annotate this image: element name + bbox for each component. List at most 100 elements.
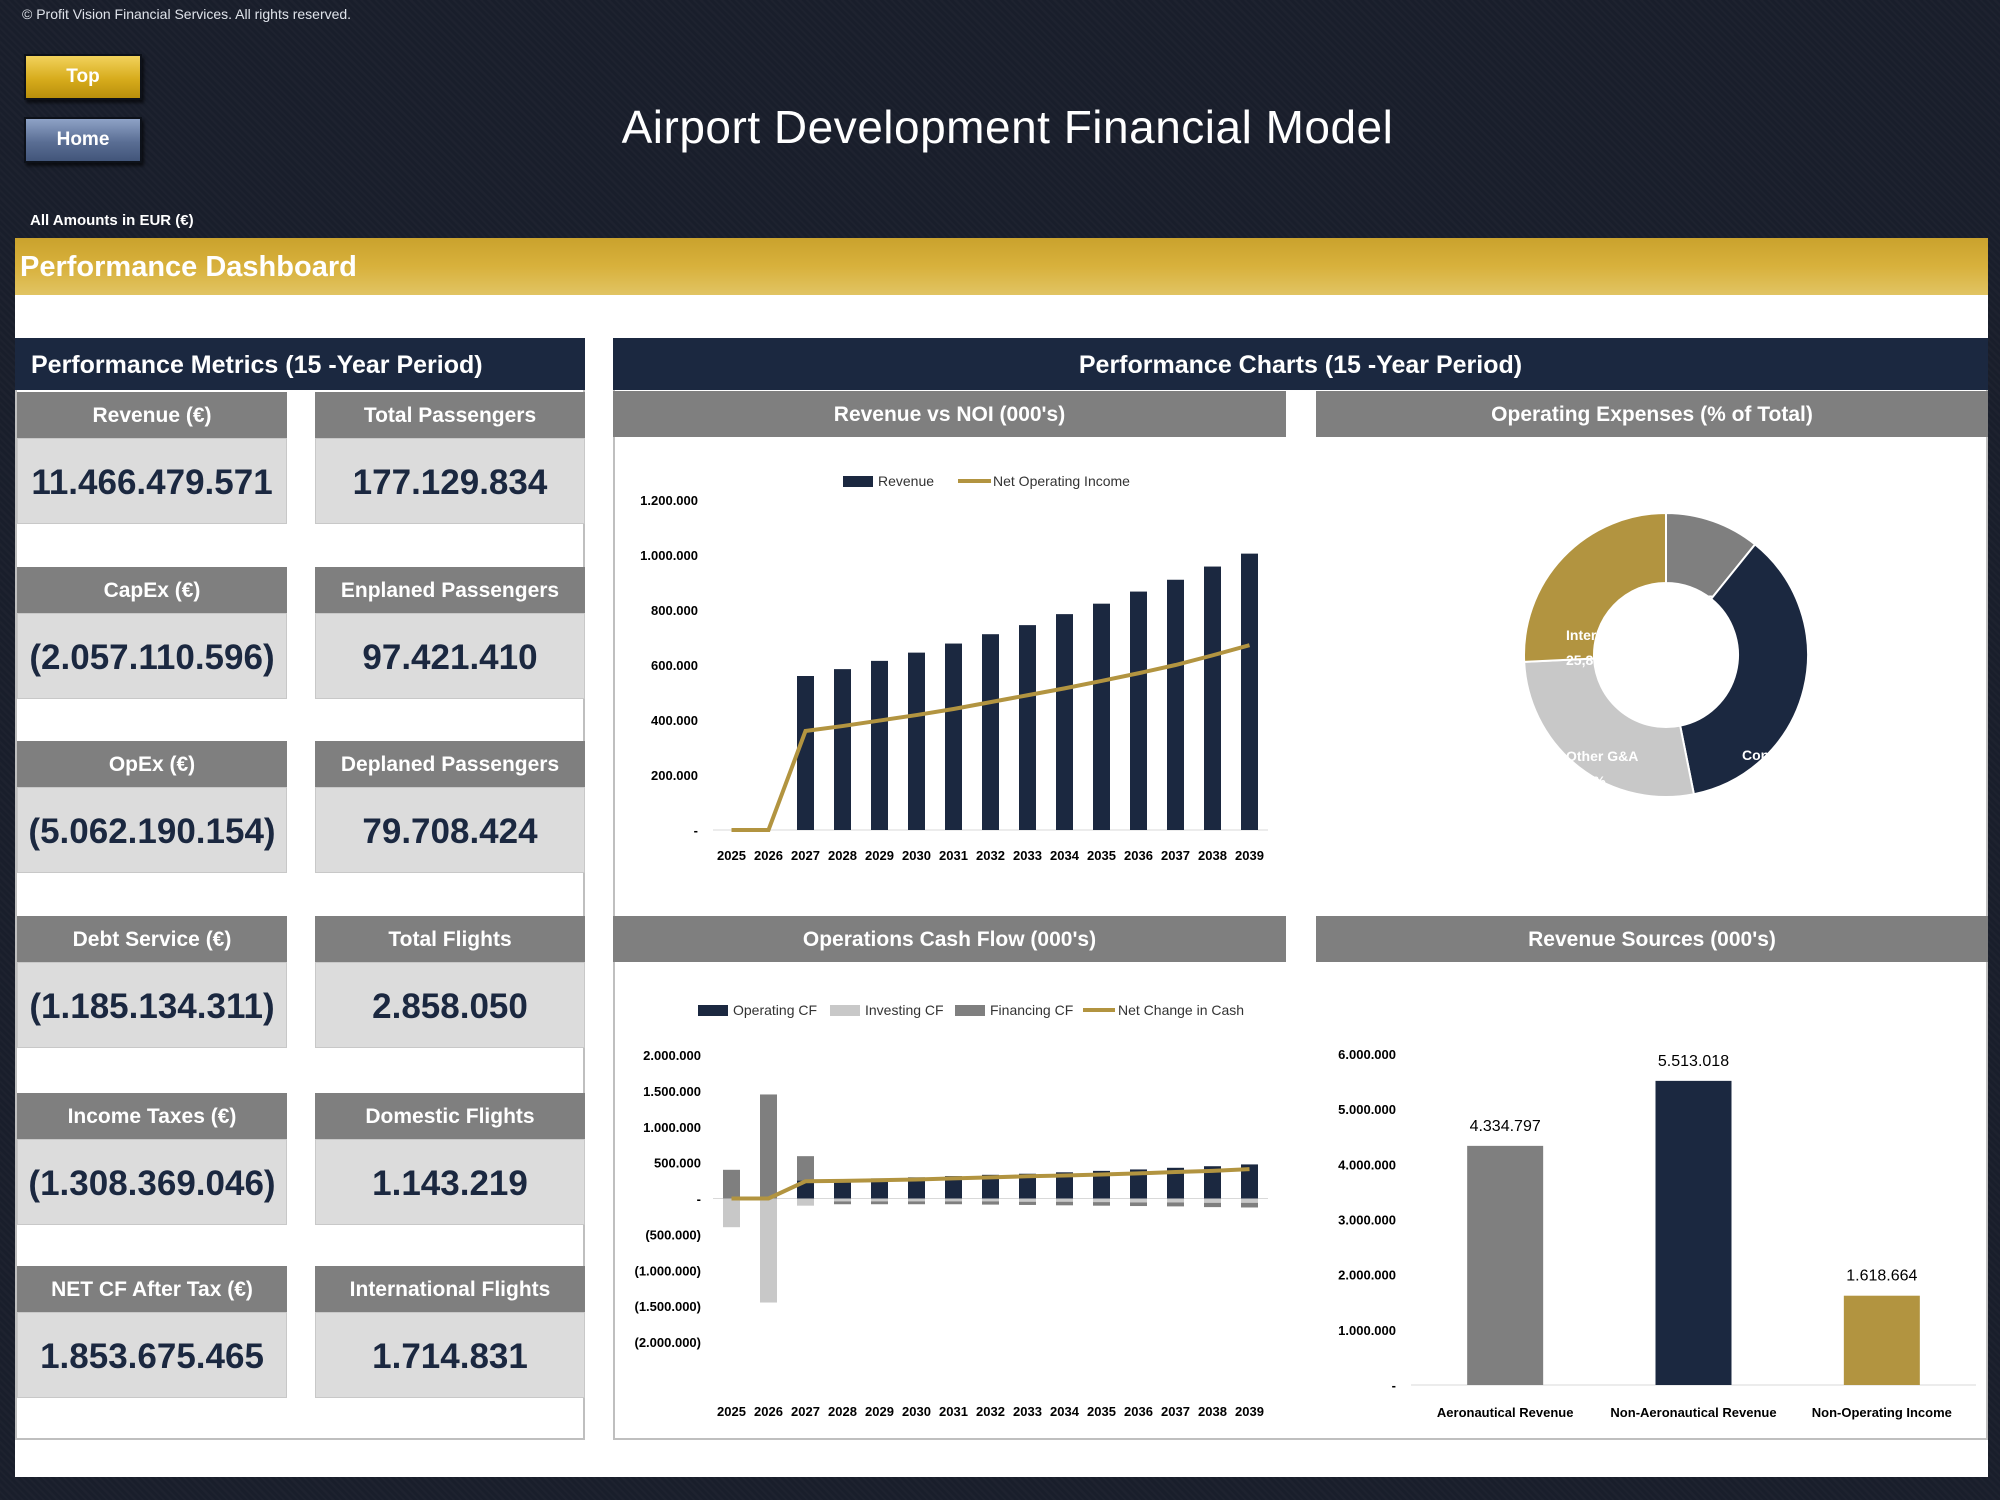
legend-swatch-financing xyxy=(955,1005,985,1016)
x-tick-label: 2026 xyxy=(754,848,783,863)
metric-card: Domestic Flights 1.143.219 xyxy=(315,1093,585,1225)
x-tick-label: 2029 xyxy=(865,1404,894,1419)
investing-cf-bar xyxy=(945,1198,962,1202)
charts-panel xyxy=(613,338,1988,1440)
revenue-sources-chart-title: Revenue Sources (000's) xyxy=(1316,916,1988,962)
metric-value: 1.853.675.465 xyxy=(17,1312,287,1398)
donut-slice xyxy=(1523,657,1696,798)
investing-cf-bar xyxy=(1167,1198,1184,1203)
financing-cf-bar xyxy=(1019,1201,1036,1205)
x-tick-label: 2033 xyxy=(1013,1404,1042,1419)
operating-cf-bar xyxy=(834,1179,851,1199)
y-tick-label: 1.200.000 xyxy=(640,493,698,508)
operating-cf-bar xyxy=(1167,1167,1184,1199)
revenue-bar xyxy=(797,676,814,830)
x-tick-label: 2028 xyxy=(828,1404,857,1419)
financing-cf-bar xyxy=(797,1156,814,1181)
bar-data-label: 5.513.018 xyxy=(1658,1053,1729,1070)
x-tick-label: 2035 xyxy=(1087,1404,1116,1419)
x-tick-label: 2036 xyxy=(1124,848,1153,863)
noi-line xyxy=(731,643,1251,832)
financing-cf-bar xyxy=(982,1201,999,1205)
investing-cf-bar xyxy=(1093,1198,1110,1203)
x-tick-label: 2025 xyxy=(717,1404,746,1419)
investing-cf-bar xyxy=(1130,1198,1147,1203)
metric-value: 1.143.219 xyxy=(315,1139,585,1225)
revenue-bar xyxy=(1093,603,1110,830)
x-tick-label: 2033 xyxy=(1013,848,1042,863)
donut-label: Other G&A xyxy=(1566,748,1638,764)
metric-label: Income Taxes (€) xyxy=(17,1093,287,1139)
financing-cf-bar xyxy=(908,1201,925,1205)
metric-card: Income Taxes (€) (1.308.369.046) xyxy=(17,1093,287,1225)
operating-cf-bar xyxy=(1056,1172,1073,1199)
revenue-noi-chart: 1.200.000 1.000.000 800.000 600.000 400.000 2… xyxy=(640,473,1268,863)
operating-cf-bar xyxy=(982,1174,999,1199)
net-change-line xyxy=(731,1167,1250,1201)
revenue-bar xyxy=(982,634,999,830)
metric-card: Debt Service (€) (1.185.134.311) xyxy=(17,916,287,1048)
metric-label: Total Passengers xyxy=(315,392,585,438)
operating-cf-bar xyxy=(1204,1166,1221,1199)
x-tick-label: 2030 xyxy=(902,848,931,863)
y-tick-label: 1.000.000 xyxy=(640,548,698,563)
x-tick-label: 2035 xyxy=(1087,848,1116,863)
metric-label: Revenue (€) xyxy=(17,392,287,438)
page-title: Airport Development Financial Model xyxy=(621,101,1394,153)
financing-cf-bar xyxy=(1130,1202,1147,1207)
revenue-bar xyxy=(1130,591,1147,830)
x-tick-label: 2039 xyxy=(1235,848,1264,863)
financing-cf-bar xyxy=(1167,1202,1184,1207)
y-tick-label: 1.500.000 xyxy=(643,1084,701,1099)
metric-value: (1.185.134.311) xyxy=(17,962,287,1048)
metric-value: (1.308.369.046) xyxy=(17,1139,287,1225)
metric-card: Enplaned Passengers 97.421.410 xyxy=(315,567,585,699)
metric-value: 97.421.410 xyxy=(315,613,585,699)
revenue-bar xyxy=(945,643,962,830)
y-tick-label: 3.000.000 xyxy=(1338,1213,1396,1228)
y-tick-label: 800.000 xyxy=(651,603,698,618)
financing-cf-bar xyxy=(945,1201,962,1205)
revenue-bar xyxy=(1056,614,1073,830)
x-tick-label: 2027 xyxy=(791,848,820,863)
legend-swatch-operating xyxy=(698,1005,728,1016)
investing-cf-bar xyxy=(908,1198,925,1202)
operating-cf-bar xyxy=(1241,1164,1258,1199)
top-button[interactable]: Top xyxy=(24,54,142,100)
x-tick-label: 2026 xyxy=(754,1404,783,1419)
metric-card: Total Passengers 177.129.834 xyxy=(315,392,585,524)
cashflow-chart: 2.000.000 1.500.000 1.000.000 500.000 - (500.… xyxy=(635,1002,1268,1419)
investing-cf-bar xyxy=(1056,1198,1073,1202)
revenue-bar xyxy=(1204,566,1221,830)
x-tick-label: 2029 xyxy=(865,848,894,863)
metric-card: OpEx (€) (5.062.190.154) xyxy=(17,741,287,873)
financing-cf-bar xyxy=(723,1169,740,1199)
investing-cf-bar xyxy=(760,1198,777,1303)
y-tick-label: (500.000) xyxy=(645,1227,701,1242)
legend-label-revenue: Revenue xyxy=(878,473,934,489)
x-tick-label: 2037 xyxy=(1161,1404,1190,1419)
legend-swatch-revenue xyxy=(843,476,873,487)
metric-label: NET CF After Tax (€) xyxy=(17,1266,287,1312)
y-tick-label: 500.000 xyxy=(654,1156,701,1171)
legend-label-investing: Investing CF xyxy=(865,1002,944,1018)
revenue-bar xyxy=(1167,579,1184,830)
investing-cf-bar xyxy=(797,1198,814,1206)
y-tick-label: 600.000 xyxy=(651,658,698,673)
financing-cf-bar xyxy=(871,1201,888,1205)
y-tick-label: 400.000 xyxy=(651,713,698,728)
bar-data-label: 4.334.797 xyxy=(1470,1118,1541,1135)
y-tick-label: 200.000 xyxy=(651,768,698,783)
y-tick-label: - xyxy=(1392,1378,1396,1393)
x-tick-label: 2034 xyxy=(1050,1404,1080,1419)
donut-percent: 36,1% xyxy=(1742,772,1782,788)
investing-cf-bar xyxy=(982,1198,999,1202)
y-tick-label: - xyxy=(697,1192,701,1207)
legend-label-net-change: Net Change in Cash xyxy=(1118,1002,1244,1018)
metric-card: NET CF After Tax (€) 1.853.675.465 xyxy=(17,1266,287,1398)
home-button[interactable]: Home xyxy=(24,117,142,163)
y-tick-label: (1.000.000) xyxy=(635,1263,702,1278)
investing-cf-bar xyxy=(1241,1198,1258,1203)
x-tick-label: 2028 xyxy=(828,848,857,863)
bar-data-label: 1.618.664 xyxy=(1846,1268,1917,1285)
